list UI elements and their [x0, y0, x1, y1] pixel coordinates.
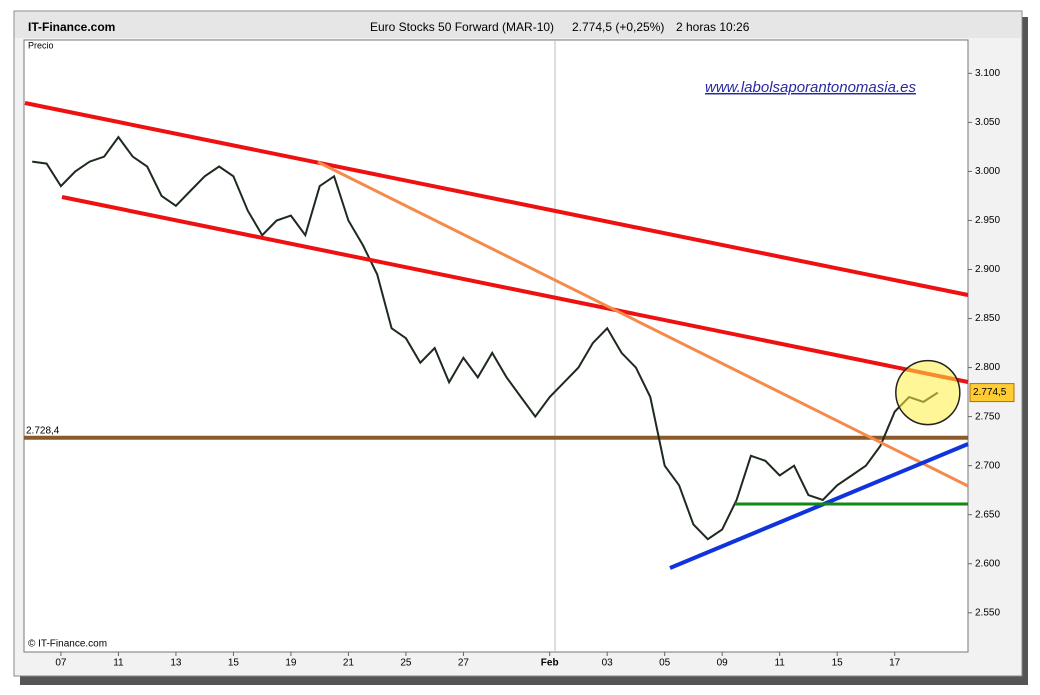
x-tick-label: Feb	[541, 658, 559, 669]
last-price: 2.774,5 (+0,25%)	[572, 20, 664, 34]
y-tick-label: 2.550	[975, 607, 1000, 618]
x-tick-label: 15	[832, 658, 844, 669]
x-tick-label: 07	[55, 658, 67, 669]
y-tick-label: 2.600	[975, 558, 1000, 569]
x-tick-label: 21	[343, 658, 355, 669]
y-tick-label: 2.800	[975, 362, 1000, 373]
annotation: www.labolsaporantonomasia.es	[705, 79, 916, 96]
x-tick-label: 17	[889, 658, 901, 669]
chart-title: Euro Stocks 50 Forward (MAR-10)	[370, 20, 554, 34]
trendline	[61, 195, 969, 384]
current-label: 2.774,5	[973, 387, 1007, 398]
x-tick-label: 25	[400, 658, 412, 669]
x-tick-label: 05	[659, 658, 671, 669]
source: IT-Finance.com	[28, 20, 115, 34]
x-tick-label: 09	[717, 658, 729, 669]
plot-area	[23, 39, 969, 653]
current-box	[969, 383, 1015, 403]
trendlines	[24, 101, 969, 570]
x-tick-label: 27	[458, 658, 470, 669]
x-tick-label: 11	[774, 658, 785, 669]
price-line	[32, 135, 939, 541]
trendline	[317, 160, 969, 488]
y-tick-label: 3.050	[975, 117, 1000, 128]
level-label: 2.728,4	[26, 425, 60, 436]
y-tick-label: 2.900	[975, 264, 1000, 275]
trendline	[24, 101, 969, 297]
y-tick-label: 2.650	[975, 509, 1000, 520]
y-tick-label: 3.000	[975, 166, 1000, 177]
y-label: Precio	[28, 40, 54, 50]
x-tick-label: 19	[285, 658, 297, 669]
copyright: © IT-Finance.com	[28, 639, 107, 650]
highlight	[895, 359, 961, 426]
y-tick-label: 2.950	[975, 215, 1000, 226]
x-tick-label: 15	[228, 658, 240, 669]
x-tick-label: 11	[113, 658, 124, 669]
y-tick-label: 2.700	[975, 460, 1000, 471]
y-tick-label: 3.100	[975, 68, 1000, 79]
y-tick-label: 2.750	[975, 411, 1000, 422]
trendline	[669, 442, 969, 570]
x-tick-label: 13	[170, 658, 182, 669]
y-tick-label: 2.850	[975, 313, 1000, 324]
timeframe: 2 horas 10:26	[676, 20, 750, 34]
header-bar	[15, 12, 1021, 38]
x-tick-label: 03	[602, 658, 614, 669]
